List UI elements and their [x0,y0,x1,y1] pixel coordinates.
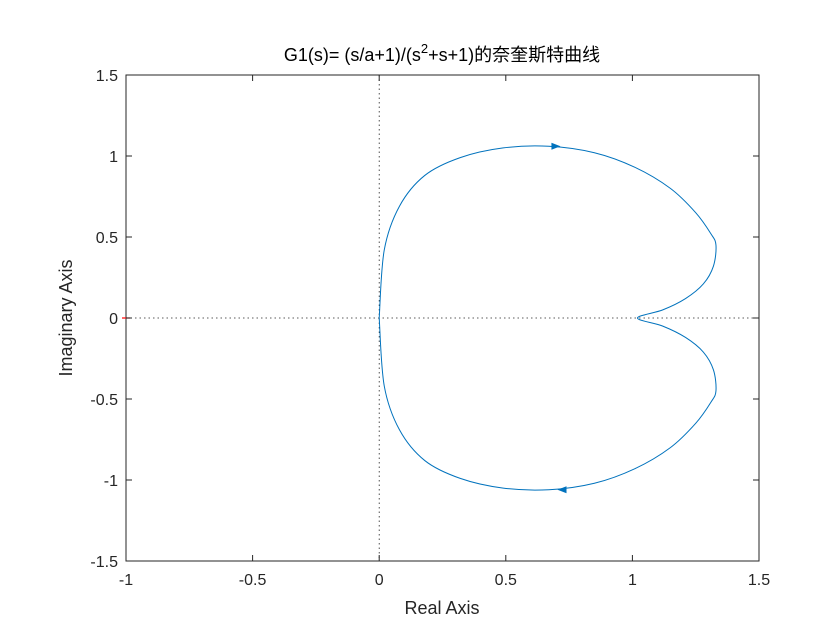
x-axis-label: Real Axis [404,598,479,618]
x-tick-label: 1.5 [748,572,770,589]
x-tick-label: 0 [375,572,384,589]
x-tick-label: -0.5 [239,572,267,589]
nyquist-curve [378,145,717,491]
y-tick-label: 0 [109,311,118,328]
y-tick-label: -1.5 [90,554,118,571]
title-main: G1(s)= (s/a+1)/(s [284,45,421,65]
x-tick-label: 1 [628,572,637,589]
y-axis-label: Imaginary Axis [56,259,76,376]
chart-title: G1(s)= (s/a+1)/(s2+s+1)的奈奎斯特曲线 [284,41,600,65]
direction-arrow-icon [557,486,567,494]
direction-arrow-icon [551,142,561,150]
y-axis-ticks: -1.5 -1 -0.5 0 0.5 1 1.5 [90,68,759,571]
y-tick-label: -0.5 [90,392,118,409]
x-axis-ticks: -1 -0.5 0 0.5 1 1.5 [119,75,770,589]
x-tick-label: 0.5 [495,572,517,589]
direction-arrows [551,142,567,494]
y-tick-label: 0.5 [96,230,118,247]
title-tail: +s+1)的奈奎斯特曲线 [428,45,600,65]
x-tick-label: -1 [119,572,133,589]
title-superscript: 2 [421,41,428,56]
y-tick-label: -1 [104,473,118,490]
y-tick-label: 1.5 [96,68,118,85]
y-tick-label: 1 [109,149,118,166]
